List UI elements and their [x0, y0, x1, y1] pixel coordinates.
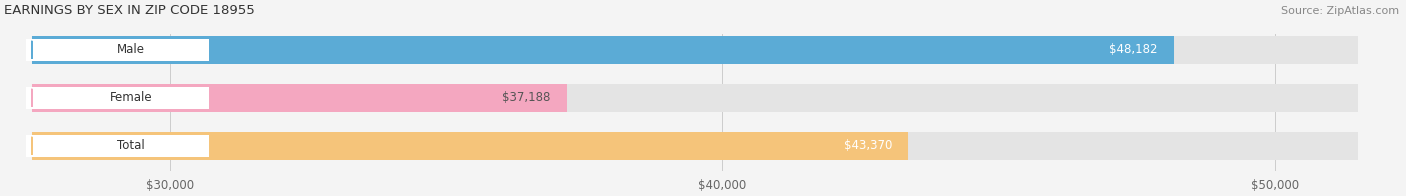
Bar: [32, 84, 1358, 112]
Bar: [32, 36, 1358, 64]
Text: $43,370: $43,370: [844, 139, 891, 152]
Bar: [32, 132, 1358, 160]
Bar: [32, 132, 908, 160]
Bar: [27, 135, 208, 157]
Bar: [32, 84, 567, 112]
Text: Source: ZipAtlas.com: Source: ZipAtlas.com: [1281, 6, 1399, 16]
Bar: [27, 87, 208, 109]
Text: Male: Male: [117, 43, 145, 56]
Text: Female: Female: [110, 91, 152, 104]
Bar: [32, 36, 1174, 64]
Text: EARNINGS BY SEX IN ZIP CODE 18955: EARNINGS BY SEX IN ZIP CODE 18955: [4, 4, 254, 17]
Text: $37,188: $37,188: [502, 91, 550, 104]
Text: Total: Total: [117, 139, 145, 152]
Text: $48,182: $48,182: [1109, 43, 1157, 56]
Bar: [27, 39, 208, 61]
